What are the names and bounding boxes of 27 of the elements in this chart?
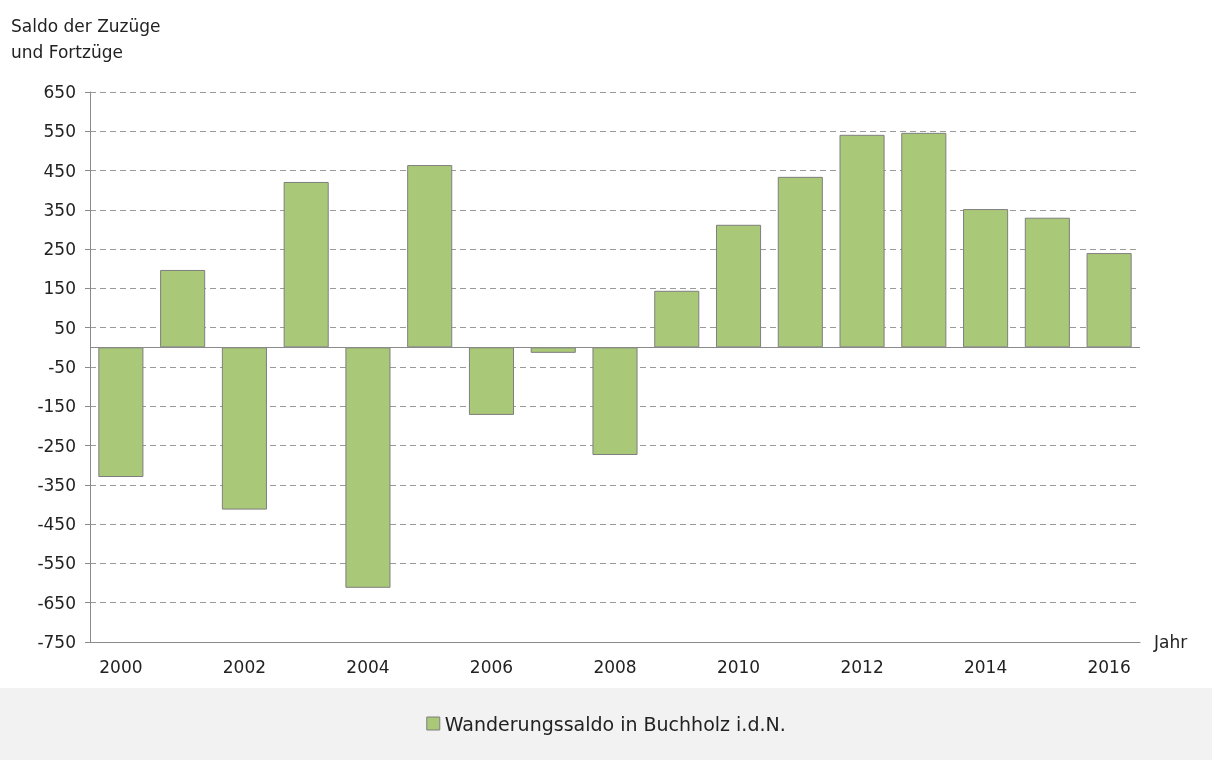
y-tick-label: 250 [43, 239, 76, 260]
x-tick-label: 2012 [840, 656, 884, 677]
y-tick-label: -250 [37, 435, 76, 456]
y-tick-label: 550 [43, 121, 76, 142]
x-tick-label: 2016 [1087, 656, 1131, 677]
x-tick-label: 2006 [469, 656, 514, 677]
y-tick-label: 50 [54, 317, 76, 338]
x-tick-label: 2010 [716, 656, 761, 677]
legend-label: Wanderungssaldo in Buchholz i.d.N. [444, 712, 786, 735]
y-tick-label: -150 [37, 396, 76, 417]
y-tick-label: 350 [43, 199, 76, 220]
y-tick-label: -650 [37, 592, 76, 613]
x-tick-label: 2014 [963, 656, 1008, 677]
x-tick-label: 2002 [222, 656, 267, 677]
y-tick-label: -50 [48, 357, 76, 377]
x-tick-label: 2008 [593, 656, 637, 677]
x-tick-label: 2000 [99, 656, 143, 677]
y-tick-label: -750 [37, 632, 76, 652]
y-tick-label: 450 [43, 160, 76, 181]
y-tick-label: 150 [43, 278, 76, 299]
x-tick-label: 2004 [346, 656, 390, 677]
y-tick-label: 650 [43, 82, 76, 102]
y-tick-label: -350 [37, 474, 76, 495]
y-tick-label: -550 [37, 553, 76, 574]
y-axis-title: Saldo der Zuzüge und Fortzüge [11, 16, 161, 62]
x-axis-title: Jahr [1153, 632, 1188, 652]
y-tick-label: -450 [37, 514, 76, 535]
